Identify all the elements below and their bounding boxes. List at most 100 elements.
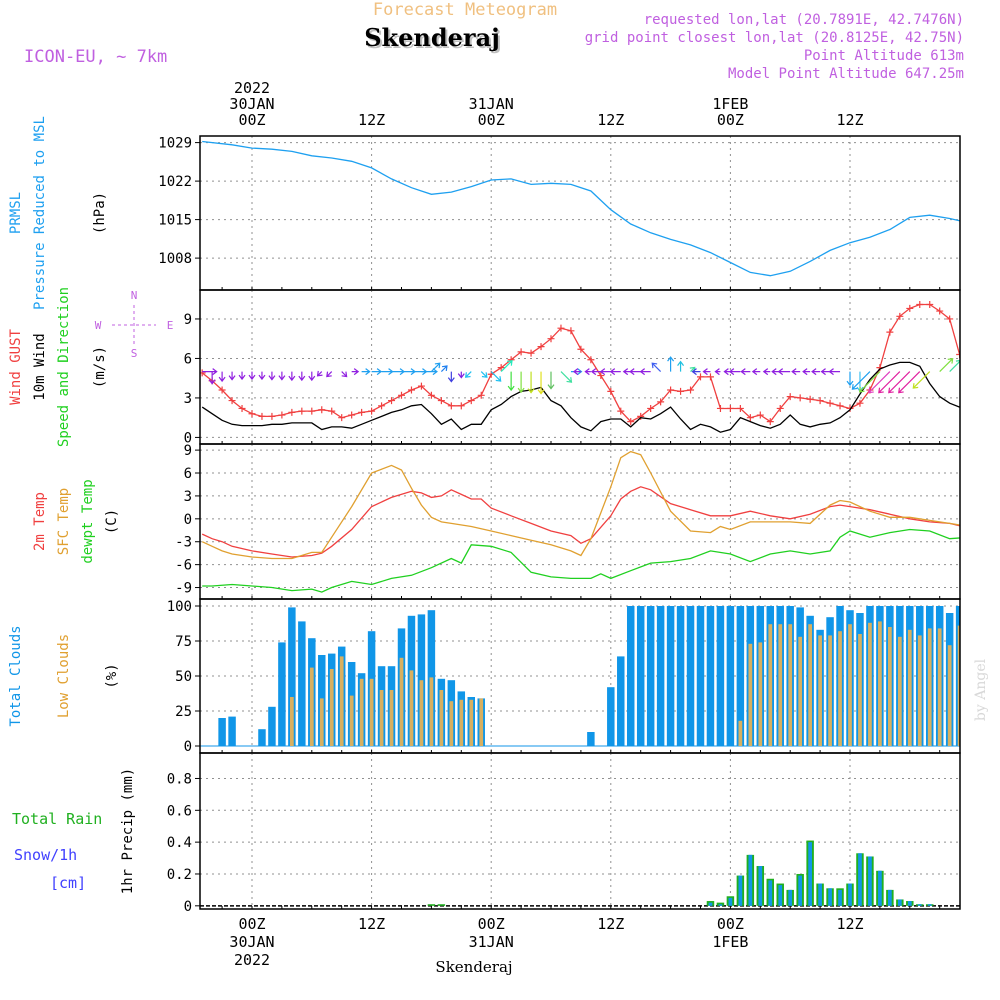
ytick-label: 0 bbox=[184, 739, 192, 755]
ytick-label: 0.6 bbox=[167, 803, 192, 819]
wind-arrow bbox=[828, 368, 841, 376]
snow-bar bbox=[868, 856, 872, 906]
axis-label: PRMSL bbox=[8, 192, 24, 234]
low-cloud-bar bbox=[429, 677, 434, 746]
wind-arrow bbox=[990, 369, 1000, 375]
plot-area bbox=[200, 606, 1000, 747]
rain-bar bbox=[437, 904, 446, 906]
low-cloud-bar bbox=[947, 645, 952, 746]
gust-point bbox=[786, 393, 794, 401]
wind-arrow bbox=[751, 368, 761, 376]
time-label-bottom: 00Z bbox=[238, 915, 265, 933]
gust-point bbox=[856, 399, 864, 407]
low-cloud-bar bbox=[828, 635, 832, 746]
wind-arrow bbox=[762, 368, 771, 376]
low-cloud-bar bbox=[968, 642, 972, 746]
low-cloud-bar bbox=[319, 698, 324, 746]
snow-bar bbox=[917, 904, 922, 906]
axis-label: SFC Temp bbox=[56, 488, 72, 555]
ytick-label: -3 bbox=[175, 535, 192, 551]
snow-bar bbox=[798, 875, 803, 906]
compass-letter: E bbox=[167, 319, 174, 332]
snow-bar bbox=[748, 854, 753, 906]
gust-point bbox=[328, 407, 336, 415]
gust-point bbox=[497, 364, 505, 372]
snow-bar bbox=[728, 897, 733, 906]
low-cloud-bar bbox=[469, 699, 474, 746]
snow-bar bbox=[907, 901, 912, 906]
total-cloud-bar bbox=[258, 729, 266, 746]
low-cloud-bar bbox=[798, 636, 803, 746]
low-cloud-bar bbox=[419, 680, 424, 746]
snow-bar bbox=[848, 883, 852, 906]
panel-frame bbox=[199, 289, 961, 445]
gust-point bbox=[437, 397, 445, 405]
total-cloud-bar bbox=[996, 612, 1000, 746]
snow-bar bbox=[878, 870, 882, 906]
series-line-wind-gust bbox=[201, 303, 960, 423]
total-cloud-bar bbox=[636, 606, 645, 746]
precip-axis-label: 1hr Precip (mm) bbox=[120, 768, 136, 894]
gust-point bbox=[378, 402, 386, 410]
ytick-label: 100 bbox=[167, 599, 192, 615]
gust-point bbox=[687, 386, 695, 394]
low-cloud-bar bbox=[868, 622, 872, 746]
gust-point bbox=[667, 386, 675, 394]
low-cloud-bar bbox=[349, 695, 354, 746]
panel-clouds: 0 25 50 75 100 bbox=[167, 598, 1000, 755]
wind-arrow bbox=[939, 357, 954, 373]
gust-point bbox=[597, 372, 605, 380]
side-labels: PRMSL Pressure Reduced to MSL (hPa) Wind GU… bbox=[8, 116, 173, 894]
low-cloud-bar bbox=[887, 627, 892, 746]
ytick-label: 0.4 bbox=[167, 835, 192, 851]
axis-label: (hPa) bbox=[92, 192, 108, 234]
gust-point bbox=[417, 382, 425, 390]
location-title: Skenderaj bbox=[364, 23, 500, 52]
wind-arrow bbox=[500, 360, 513, 373]
gust-point bbox=[398, 391, 405, 399]
series-line-dewpt-temp bbox=[202, 528, 960, 593]
plot-area bbox=[201, 450, 960, 593]
panels: 10081015102210290369-9-6-303690255075100… bbox=[158, 135, 1000, 915]
wind-arrow bbox=[238, 371, 246, 381]
snow-bar bbox=[788, 889, 793, 906]
time-label-bottom: 30JAN bbox=[229, 933, 274, 951]
time-label-top: 12Z bbox=[836, 111, 863, 129]
time-label-top: 30JAN bbox=[229, 95, 274, 113]
total-cloud-bar bbox=[686, 606, 695, 746]
low-cloud-bar bbox=[897, 636, 902, 746]
gust-point bbox=[926, 300, 934, 308]
precip-label: Snow/1h bbox=[14, 846, 77, 864]
wind-arrow bbox=[959, 371, 960, 373]
snow-bar bbox=[828, 888, 832, 906]
wind-arrow bbox=[802, 368, 811, 376]
gust-point bbox=[896, 312, 904, 320]
snow-bar bbox=[808, 842, 813, 906]
low-cloud-bar bbox=[788, 624, 793, 746]
model-altitude: Model Point Altitude 647.25m bbox=[728, 66, 964, 82]
snow-bar bbox=[778, 885, 783, 906]
gust-point bbox=[617, 407, 625, 415]
total-cloud-bar bbox=[726, 606, 735, 746]
gust-point bbox=[826, 399, 834, 407]
panel-pressure: 1008 1015 1022 1029 bbox=[158, 135, 961, 291]
wind-arrow bbox=[560, 371, 573, 383]
total-cloud-bar bbox=[696, 606, 705, 746]
low-cloud-bar bbox=[848, 624, 852, 746]
low-cloud-bar bbox=[309, 667, 314, 746]
gust-point bbox=[726, 404, 734, 412]
gust-point bbox=[447, 402, 455, 410]
wind-arrow bbox=[651, 362, 662, 373]
gust-point bbox=[946, 315, 954, 323]
wind-arrow bbox=[361, 368, 371, 376]
snow-bar bbox=[758, 866, 763, 906]
low-cloud-bar bbox=[927, 628, 932, 746]
wind-arrow bbox=[440, 365, 448, 373]
axis-label: dewpt Temp bbox=[80, 479, 96, 563]
wind-arrow bbox=[599, 368, 611, 376]
wind-arrow bbox=[527, 371, 535, 394]
time-label-bottom: 12Z bbox=[836, 915, 863, 933]
snow-bar bbox=[718, 904, 723, 906]
gridpoint-coords: grid point closest lon,lat (20.8125E, 42… bbox=[585, 30, 964, 46]
